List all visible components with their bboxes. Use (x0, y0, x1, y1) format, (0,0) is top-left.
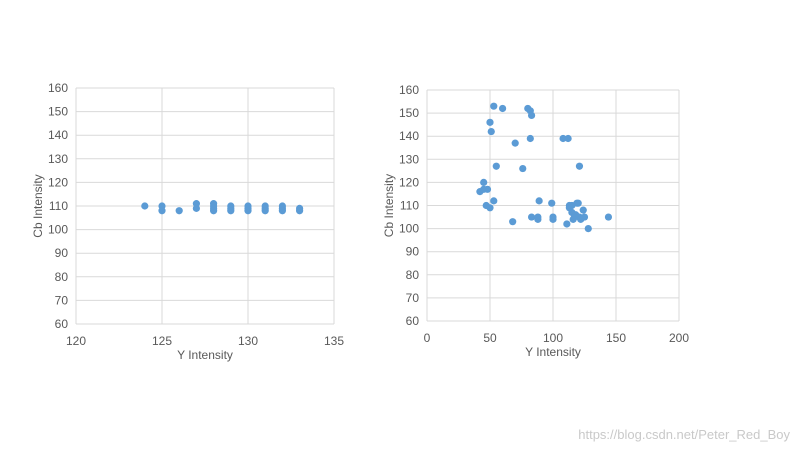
data-point (483, 185, 492, 193)
data-point (492, 162, 500, 170)
y-tick-label: 130 (399, 152, 419, 166)
y-tick-label: 150 (399, 106, 419, 120)
x-tick-label: 120 (66, 334, 86, 348)
data-point (527, 111, 536, 120)
data-point (604, 213, 613, 221)
data-point (575, 162, 584, 170)
y-tick-label: 100 (48, 223, 68, 237)
y-tick-label: 80 (406, 268, 420, 282)
data-point (527, 213, 536, 221)
x-tick-label: 200 (669, 331, 689, 345)
data-point (511, 139, 519, 147)
data-point (574, 199, 582, 207)
x-tick-label: 100 (543, 331, 563, 345)
y-axis-title: Cb Intensity (31, 174, 45, 237)
y-tick-label: 100 (399, 222, 419, 236)
y-tick-label: 110 (400, 199, 419, 213)
y-tick-label: 60 (406, 314, 420, 328)
data-point (486, 118, 494, 126)
data-point (141, 202, 149, 210)
data-point (227, 207, 235, 215)
x-axis-title: Y Intensity (177, 348, 233, 362)
data-point (278, 207, 286, 215)
data-point (579, 206, 587, 214)
data-point (244, 207, 252, 215)
data-point (499, 104, 507, 113)
data-point (261, 207, 269, 215)
data-point (175, 207, 183, 215)
x-tick-label: 50 (483, 331, 497, 345)
data-point (534, 213, 542, 221)
x-axis-title: Y Intensity (525, 345, 581, 359)
y-tick-label: 80 (55, 270, 69, 284)
data-point (486, 204, 494, 212)
data-point (559, 134, 567, 143)
x-tick-label: 130 (238, 334, 258, 348)
data-point (563, 220, 571, 228)
y-tick-label: 90 (55, 246, 69, 260)
data-point (487, 127, 495, 136)
data-point (158, 207, 166, 215)
data-point (490, 197, 498, 205)
data-point (480, 178, 488, 186)
data-point (580, 213, 589, 221)
data-point (210, 207, 218, 215)
data-point (509, 218, 517, 226)
data-point (564, 134, 572, 143)
data-point (549, 215, 557, 223)
data-point (526, 134, 534, 143)
data-point (490, 102, 498, 110)
y-tick-label: 130 (48, 152, 68, 166)
watermark-text: https://blog.csdn.net/Peter_Red_Boy (578, 427, 790, 442)
y-axis-title: Cb Intensity (382, 174, 396, 237)
data-point (535, 197, 543, 205)
y-tick-label: 110 (49, 199, 68, 213)
x-tick-label: 135 (324, 334, 344, 348)
y-tick-label: 90 (406, 245, 420, 259)
y-tick-label: 70 (406, 291, 420, 305)
data-point (296, 207, 304, 215)
y-tick-label: 120 (48, 175, 68, 189)
data-point (192, 204, 200, 212)
x-tick-label: 125 (152, 334, 172, 348)
y-tick-label: 120 (399, 175, 419, 189)
y-tick-label: 160 (399, 83, 419, 97)
y-tick-label: 140 (48, 128, 68, 142)
x-tick-label: 0 (424, 331, 431, 345)
y-tick-label: 140 (399, 129, 419, 143)
y-tick-label: 160 (48, 81, 68, 95)
y-tick-label: 70 (55, 293, 69, 307)
data-point (548, 199, 556, 207)
y-tick-label: 150 (48, 105, 68, 119)
chart-left: 60 70 80 90 100 110 120 130 140 150 160 120 125 130 13… (31, 81, 344, 362)
chart-right: 60 70 80 90 100 110 120 130 140 150 160 0 50 100 150 20… (382, 83, 689, 359)
data-point (584, 225, 592, 233)
y-tick-label: 60 (55, 317, 69, 331)
data-point (519, 164, 527, 173)
x-tick-label: 150 (606, 331, 626, 345)
